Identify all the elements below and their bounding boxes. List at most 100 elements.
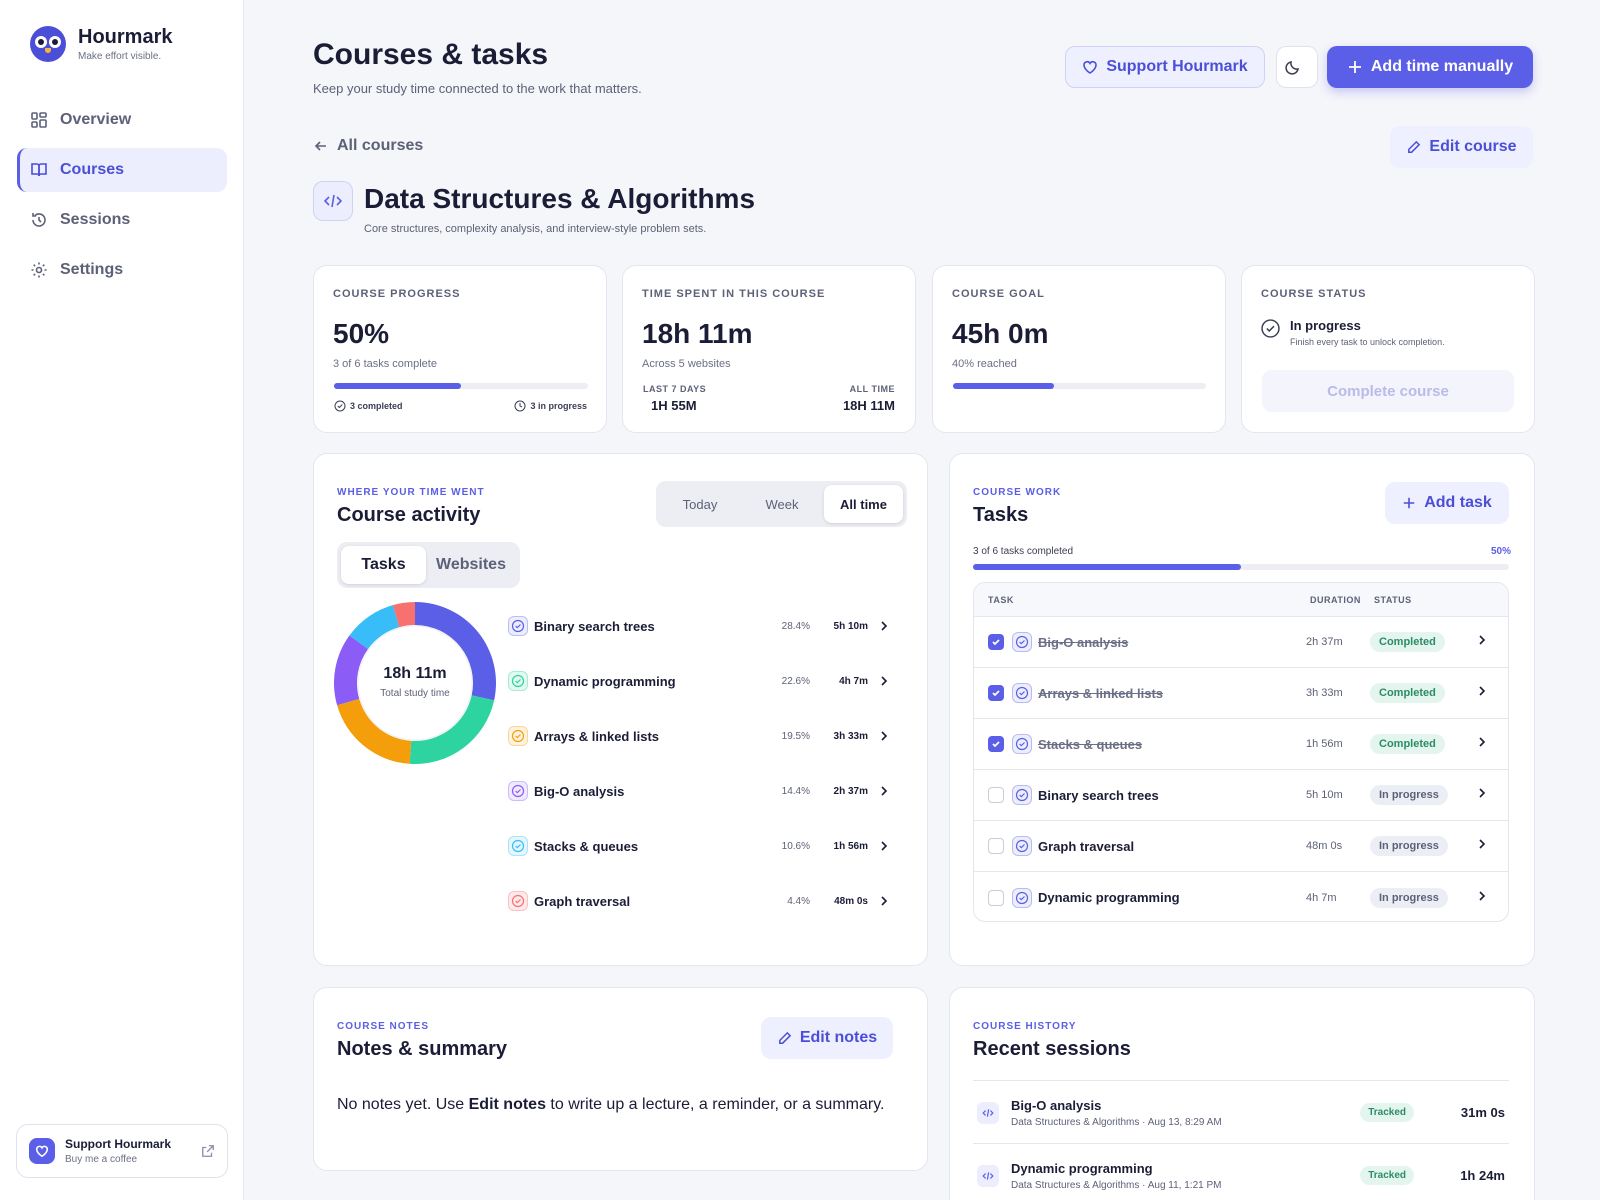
activity-row[interactable]: Stacks & queues 10.6% 1h 56m	[508, 834, 890, 858]
task-status-badge: Completed	[1370, 632, 1445, 652]
all-time-label: ALL TIME	[849, 384, 895, 394]
goal-note: 40% reached	[952, 358, 1017, 370]
task-status-badge: In progress	[1370, 887, 1448, 908]
table-row[interactable]: Graph traversal 48m 0s In progress	[974, 821, 1508, 872]
task-icon	[1012, 785, 1032, 805]
chevron-right-icon	[881, 676, 888, 686]
edit-notes-button[interactable]: Edit notes	[761, 1017, 893, 1059]
time-note: Across 5 websites	[642, 358, 731, 370]
external-link-icon	[202, 1145, 214, 1157]
table-row[interactable]: Big-O analysis 2h 37m Completed	[974, 617, 1508, 668]
edit-course-button[interactable]: Edit course	[1390, 126, 1533, 168]
activity-task-duration: 4h 7m	[839, 675, 868, 687]
task-name: Graph traversal	[1038, 838, 1135, 854]
range-all-time[interactable]: All time	[824, 485, 903, 523]
tasks-card: COURSE WORK Tasks Add task 3 of 6 tasks …	[949, 453, 1535, 966]
donut-center: 18h 11m Total study time	[334, 602, 496, 699]
add-time-label: Add time manually	[1370, 58, 1514, 75]
sidebar-item-overview[interactable]: Overview	[17, 98, 227, 142]
task-icon	[508, 616, 528, 636]
all-time-value: 18H 11M	[842, 398, 895, 413]
activity-row[interactable]: Dynamic programming 22.6% 4h 7m	[508, 669, 890, 693]
complete-course-button[interactable]: Complete course	[1262, 370, 1514, 412]
task-icon	[1012, 632, 1032, 652]
task-icon	[1012, 836, 1032, 856]
activity-task-percent: 4.4%	[787, 895, 810, 907]
tasks-table-body: Big-O analysis 2h 37m Completed Arrays & li…	[974, 617, 1508, 921]
activity-row[interactable]: Arrays & linked lists 19.5% 3h 33m	[508, 724, 890, 748]
support-button[interactable]: Support Hourmark	[1065, 46, 1265, 88]
task-icon	[1012, 887, 1032, 908]
task-checkbox[interactable]	[988, 838, 1004, 854]
task-icon	[508, 671, 528, 691]
tasks-progress-bar	[973, 564, 1509, 570]
brand[interactable]: Hourmark Make effort visible.	[30, 26, 172, 62]
donut-slice	[409, 695, 495, 764]
pencil-icon	[778, 1031, 792, 1044]
progress-value: 50%	[333, 318, 390, 349]
add-time-button[interactable]: Add time manually	[1327, 46, 1533, 88]
goal-bar	[953, 383, 1206, 389]
course-goal-card: COURSE GOAL 45h 0m 40% reached	[932, 265, 1226, 433]
task-status-badge: In progress	[1370, 785, 1448, 805]
task-duration: 1h 56m	[1306, 738, 1343, 750]
table-row[interactable]: Stacks & queues 1h 56m Completed	[974, 719, 1508, 770]
course-title: Data Structures & Algorithms	[364, 183, 756, 214]
add-task-button[interactable]: Add task	[1385, 482, 1509, 524]
activity-task-percent: 19.5%	[781, 730, 810, 742]
page-title: Courses & tasks	[313, 38, 549, 71]
activity-row[interactable]: Big-O analysis 14.4% 2h 37m	[508, 779, 890, 803]
theme-toggle-button[interactable]	[1276, 46, 1318, 88]
sidebar-item-sessions[interactable]: Sessions	[17, 198, 227, 242]
table-row[interactable]: Binary search trees 5h 10m In progress	[974, 770, 1508, 821]
stat-label: COURSE STATUS	[1261, 288, 1367, 300]
task-duration: 48m 0s	[1306, 840, 1343, 852]
activity-task-duration: 3h 33m	[833, 730, 868, 742]
range-today[interactable]: Today	[682, 496, 718, 512]
table-row[interactable]: Arrays & linked lists 3h 33m Completed	[974, 668, 1508, 719]
chevron-right-icon	[1479, 839, 1486, 849]
back-label: All courses	[337, 137, 424, 154]
session-row[interactable]: Dynamic programming Data Structures & Alg…	[973, 1143, 1509, 1200]
task-checkbox[interactable]	[988, 736, 1004, 752]
support-card-title: Support Hourmark	[65, 1137, 172, 1151]
range-week[interactable]: Week	[765, 496, 799, 512]
session-name: Big-O analysis	[1011, 1097, 1102, 1113]
mode-tasks[interactable]: Tasks	[341, 546, 426, 584]
activity-task-percent: 10.6%	[781, 840, 810, 852]
goal-value: 45h 0m	[952, 318, 1049, 349]
support-card[interactable]: Support Hourmark Buy me a coffee	[16, 1124, 228, 1178]
task-duration: 3h 33m	[1306, 687, 1343, 699]
donut-slice	[337, 698, 412, 764]
activity-task-name: Graph traversal	[534, 893, 631, 909]
mode-websites[interactable]: Websites	[436, 556, 506, 573]
task-icon	[1012, 683, 1032, 703]
sidebar-item-settings[interactable]: Settings	[17, 248, 227, 292]
code-icon	[977, 1164, 999, 1187]
activity-task-duration: 48m 0s	[834, 895, 868, 907]
chevron	[1476, 837, 1488, 855]
activity-task-duration: 2h 37m	[833, 785, 868, 797]
session-row[interactable]: Big-O analysis Data Structures & Algorith…	[973, 1080, 1509, 1144]
task-checkbox[interactable]	[988, 889, 1004, 906]
history-icon	[32, 213, 46, 227]
task-status-badge: Completed	[1370, 683, 1445, 703]
chevron-right-icon	[1479, 890, 1486, 901]
activity-row[interactable]: Graph traversal 4.4% 48m 0s	[508, 889, 890, 913]
sidebar-item-label: Settings	[60, 261, 124, 278]
sidebar-item-label: Overview	[60, 111, 132, 128]
chevron-right-icon	[881, 731, 888, 741]
task-checkbox[interactable]	[988, 634, 1004, 650]
task-checkbox[interactable]	[988, 787, 1004, 803]
sidebar-item-label: Sessions	[60, 211, 131, 228]
activity-task-percent: 14.4%	[781, 785, 810, 797]
chevron	[868, 620, 890, 632]
table-row[interactable]: Dynamic programming 4h 7m In progress	[974, 872, 1508, 921]
task-checkbox[interactable]	[988, 685, 1004, 701]
back-to-courses-link[interactable]: All courses	[313, 137, 423, 155]
stat-label: COURSE GOAL	[952, 288, 1045, 300]
chevron	[1476, 786, 1488, 804]
session-duration: 31m 0s	[1460, 1105, 1505, 1120]
sidebar-item-courses[interactable]: Courses	[17, 148, 227, 192]
activity-row[interactable]: Binary search trees 28.4% 5h 10m	[508, 614, 890, 638]
